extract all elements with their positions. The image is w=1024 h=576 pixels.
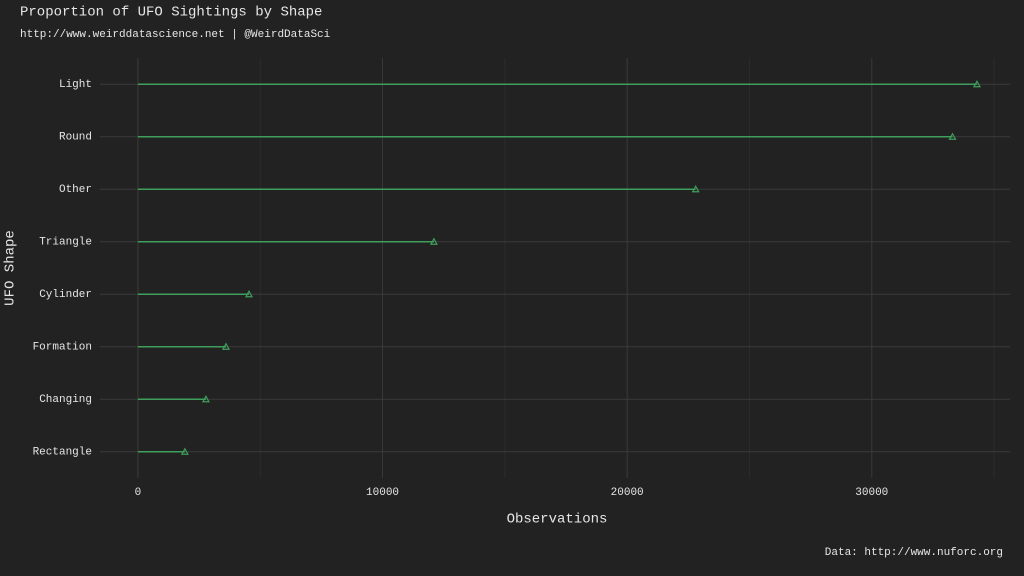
y-tick-label: Triangle xyxy=(39,237,92,249)
marker xyxy=(244,289,253,298)
x-tick-label: 10000 xyxy=(366,487,399,499)
y-tick-label: Rectangle xyxy=(33,447,92,459)
y-tick-label: Other xyxy=(59,184,92,196)
y-tick-label: Round xyxy=(59,132,92,144)
x-tick-label: 30000 xyxy=(855,487,888,499)
chart-subtitle: http://www.weirddatascience.net | @Weird… xyxy=(20,29,331,41)
marker xyxy=(972,79,981,88)
marker xyxy=(691,184,700,193)
x-axis-label: Observations xyxy=(507,512,608,528)
chart-title: Proportion of UFO Sightings by Shape xyxy=(20,5,322,21)
marker xyxy=(221,342,230,350)
marker xyxy=(429,237,438,245)
marker xyxy=(201,394,210,403)
y-tick-label: Formation xyxy=(33,342,92,354)
marker xyxy=(948,132,957,140)
x-tick-label: 20000 xyxy=(611,487,644,499)
y-axis-label: UFO Shape xyxy=(3,230,19,306)
y-tick-label: Cylinder xyxy=(39,289,92,301)
y-tick-label: Light xyxy=(59,79,92,91)
x-tick-label: 0 xyxy=(135,487,142,499)
caption: Data: http://www.nuforc.org xyxy=(825,547,1003,559)
y-tick-label: Changing xyxy=(39,394,92,406)
marker xyxy=(180,447,189,455)
